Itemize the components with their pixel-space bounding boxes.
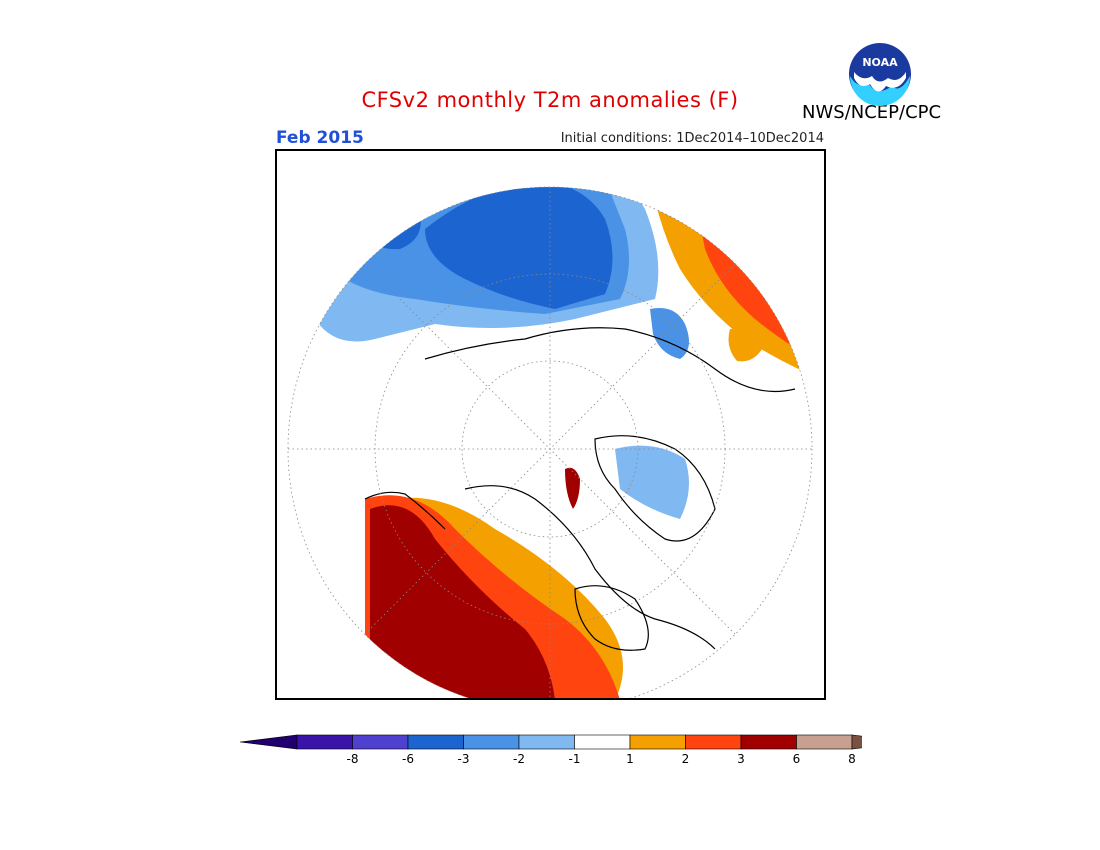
legend-swatch xyxy=(685,734,742,750)
anomaly-region-cold-deep xyxy=(425,187,613,309)
anomaly-region-cold-asia xyxy=(615,445,689,519)
legend-tick-label: 3 xyxy=(737,752,745,766)
anomaly-region-hot-dark xyxy=(370,505,555,700)
polar-anomaly-map xyxy=(275,149,826,700)
legend-swatch xyxy=(740,734,797,750)
graticule-meridian-4 xyxy=(364,263,736,635)
noaa-logo-text: NOAA xyxy=(862,56,898,69)
coastline-hudson xyxy=(574,585,649,651)
anomaly-region-warm-scandinavia xyxy=(565,467,580,509)
graticule-circle-inner xyxy=(461,360,639,538)
legend-tick-label: 6 xyxy=(793,752,801,766)
legend-tick-label: 8 xyxy=(848,752,856,766)
legend-arrow-low xyxy=(239,734,298,750)
coastline-eurasia-north xyxy=(424,327,796,392)
forecast-month-label: Feb 2015 xyxy=(276,128,364,148)
agency-label: NWS/NCEP/CPC xyxy=(802,102,942,123)
legend-swatch xyxy=(352,734,409,750)
coastline-greenland xyxy=(594,435,716,542)
anomaly-region-warm-patch xyxy=(728,328,765,362)
legend-swatch xyxy=(574,734,631,750)
map-title: CFSv2 monthly T2m anomalies (F) xyxy=(361,88,739,112)
legend-tick-label: -1 xyxy=(569,752,581,766)
legend-swatch xyxy=(796,734,853,750)
coastline-north-america xyxy=(464,485,716,650)
legend-tick-label: 1 xyxy=(626,752,634,766)
legend-tick-label: 2 xyxy=(682,752,690,766)
legend-arrow-high xyxy=(851,734,862,750)
legend-tick-label: -8 xyxy=(347,752,359,766)
noaa-logo: NOAA xyxy=(849,43,911,106)
initial-conditions-label: Initial conditions: 1Dec2014–10Dec2014 xyxy=(560,131,824,146)
coastline-alaska xyxy=(364,491,446,530)
legend-tick-label: -3 xyxy=(458,752,470,766)
legend-swatch xyxy=(407,734,464,750)
legend-swatch xyxy=(296,734,353,750)
legend-swatch xyxy=(629,734,686,750)
color-legend: -8 -6 -3 -2 -1 1 2 3 6 8 xyxy=(239,734,862,766)
legend-tick-label: -6 xyxy=(402,752,414,766)
legend-tick-label: -2 xyxy=(513,752,525,766)
anomaly-region-cold-east xyxy=(650,308,689,359)
legend-swatch xyxy=(463,734,520,750)
legend-swatch xyxy=(518,734,575,750)
